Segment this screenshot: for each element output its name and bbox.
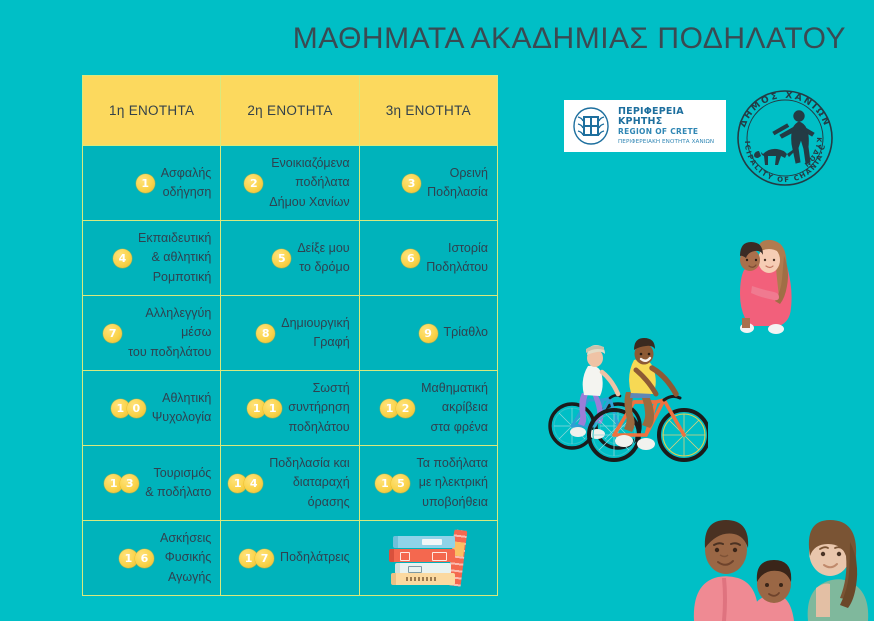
lesson-number-digit: 1: [380, 398, 400, 418]
lesson-title: Μαθηματική ακρίβεια στα φρένα: [421, 380, 488, 434]
lesson-number-badge: 9: [418, 323, 438, 343]
column-header-unit-2: 2η ΕΝΟΤΗΤΑ: [220, 75, 360, 146]
lesson-title: Ασφαλής οδήγηση: [160, 165, 212, 199]
municipality-of-chania-seal-icon: ΔΗΜΟΣ ΧΑΝΙΩΝ MUNICIPALITY OF CHANIA-CRET…: [729, 82, 833, 186]
lesson-number-digit: 1: [110, 398, 130, 418]
page-title: ΜΑΘΗΜΑΤΑ ΑΚΑΔΗΜΙΑΣ ΠΟΔΗΛΑΤΟΥ: [292, 22, 846, 55]
lesson-cell[interactable]: 3 Ορεινή Ποδηλασία: [358, 145, 499, 221]
lesson-number-digit: 2: [396, 398, 416, 418]
lesson-number-digit: 7: [255, 548, 275, 568]
lesson-number-digit: 3: [120, 473, 140, 493]
lesson-number-digit: 1: [247, 398, 267, 418]
cyclists-illustration: [548, 338, 708, 462]
lesson-number-digit: 6: [134, 548, 154, 568]
lesson-number-digit: 1: [263, 398, 283, 418]
lesson-cell[interactable]: 7 Αλληλεγγύη μέσω του ποδηλάτου: [81, 295, 222, 371]
cyclist-right: [587, 338, 708, 462]
lesson-cell[interactable]: 6 Ιστορία Ποδηλάτου: [358, 220, 499, 296]
svg-text:ΔΗΜΟΣ ΧΑΝΙΩΝ: ΔΗΜΟΣ ΧΑΝΙΩΝ: [738, 91, 832, 129]
crete-logo-subtitle: REGION OF CRETE: [618, 127, 699, 137]
column-header-unit-3: 3η ΕΝΟΤΗΤΑ: [358, 75, 499, 146]
lesson-title: Σωστή συντήρηση ποδηλάτου: [288, 380, 350, 434]
lesson-number-badge: 6: [401, 248, 421, 268]
lesson-title: Τα ποδήλατα με ηλεκτρική υποβοήθεια: [416, 455, 488, 509]
lesson-number-badge: 3: [402, 173, 422, 193]
lesson-number-digit: 1: [104, 473, 124, 493]
lesson-cell[interactable]: 8 Δημιουργική Γραφή: [220, 295, 360, 371]
seal-top-text: ΔΗΜΟΣ ΧΑΝΙΩΝ: [738, 91, 829, 129]
book-stack-icon: [385, 529, 471, 587]
lesson-number-badge: 8: [256, 323, 276, 343]
lesson-number-badge: 2: [244, 173, 264, 193]
table-header-row: 1η ΕΝΟΤΗΤΑ 2η ΕΝΟΤΗΤΑ 3η ΕΝΟΤΗΤΑ: [81, 75, 499, 146]
lesson-number-badge: 5: [272, 248, 292, 268]
lesson-title: Δείξε μου το δρόμο: [297, 240, 350, 274]
lesson-title: Τουρισμός & ποδήλατο: [145, 465, 212, 499]
lessons-table: 1η ΕΝΟΤΗΤΑ 2η ΕΝΟΤΗΤΑ 3η ΕΝΟΤΗΤΑ 1 Ασφαλ…: [81, 75, 499, 596]
lesson-title: Δημιουργική Γραφή: [281, 315, 350, 349]
lesson-title: Τρίαθλο: [443, 325, 488, 340]
crete-logo-unit: ΠΕΡΙΦΕΡΕΙΑΚΗ ΕΝΟΤΗΤΑ ΧΑΝΙΩΝ: [618, 139, 715, 146]
lesson-title: Ασκήσεις Φυσικής Αγωγής: [159, 530, 212, 584]
greek-coat-of-arms-icon: [573, 107, 609, 145]
column-header-unit-1: 1η ΕΝΟΤΗΤΑ: [81, 75, 222, 146]
lesson-number-digit: 1: [239, 548, 259, 568]
family-illustration: [693, 520, 869, 621]
lesson-number-digit: 5: [391, 473, 411, 493]
lesson-title: Αλληλεγγύη μέσω του ποδηλάτου: [128, 305, 212, 359]
lesson-cell[interactable]: 1 Ασφαλής οδήγηση: [81, 145, 222, 221]
lesson-number-digit: 4: [244, 473, 264, 493]
lesson-number-digit: 1: [118, 548, 138, 568]
lesson-cell[interactable]: 2 Ενοικιαζόμενα ποδήλατα Δήμου Χανίων: [220, 145, 360, 221]
illustration-cell-books: [358, 520, 499, 596]
lesson-cell[interactable]: 5 Δείξε μου το δρόμο: [220, 220, 360, 296]
lesson-title: Ενοικιαζόμενα ποδήλατα Δήμου Χανίων: [269, 155, 350, 209]
lesson-title: Αθλητική Ψυχολογία: [151, 390, 212, 424]
lesson-title: Ποδηλασία και διαταραχή όρασης: [269, 455, 350, 509]
table-row: 4 Εκπαιδευτική & αθλητική Ρομποτική 5 Δε…: [81, 220, 499, 296]
lesson-title: Ορεινή Ποδηλασία: [427, 165, 488, 199]
lesson-title: Εκπαιδευτική & αθλητική Ρομποτική: [138, 230, 212, 284]
lesson-cell[interactable]: 9 Τρίαθλο: [358, 295, 499, 371]
lesson-number-badge: 4: [113, 248, 132, 268]
lesson-number-digit: 1: [228, 473, 248, 493]
table-row: 7 Αλληλεγγύη μέσω του ποδηλάτου 8 Δημιου…: [81, 295, 499, 371]
lesson-title: Ποδηλάτρεις: [280, 550, 350, 565]
lesson-title: Ιστορία Ποδηλάτου: [426, 240, 488, 274]
region-of-crete-logo: ΠΕΡΙΦΕΡΕΙΑ ΚΡΗΤΗΣ REGION OF CRETE ΠΕΡΙΦΕ…: [564, 100, 726, 152]
table-row: 1 Ασφαλής οδήγηση 2 Ενοικιαζόμενα ποδήλα…: [81, 145, 499, 221]
lesson-number-digit: 1: [375, 473, 395, 493]
lesson-number-badge: 1: [135, 173, 155, 193]
crete-logo-title: ΠΕΡΙΦΕΡΕΙΑ ΚΡΗΤΗΣ: [618, 105, 684, 128]
lesson-number-digit: 0: [126, 398, 146, 418]
lesson-number-badge: 7: [103, 323, 123, 343]
lesson-cell[interactable]: 4 Εκπαιδευτική & αθλητική Ρομποτική: [81, 220, 222, 296]
mother-child-illustration: [740, 240, 792, 334]
